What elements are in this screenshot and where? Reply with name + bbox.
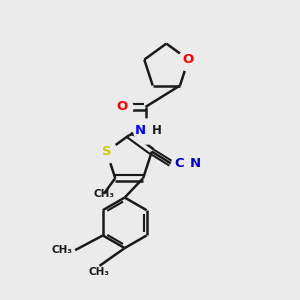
Text: CH₃: CH₃	[89, 267, 110, 278]
Text: CH₃: CH₃	[93, 189, 114, 199]
Text: S: S	[102, 145, 111, 158]
Text: O: O	[183, 53, 194, 66]
Text: N: N	[190, 157, 201, 170]
Text: C: C	[175, 157, 184, 170]
Text: N: N	[135, 124, 146, 137]
Text: O: O	[116, 100, 128, 113]
Text: H: H	[152, 124, 162, 137]
Text: CH₃: CH₃	[52, 245, 73, 255]
